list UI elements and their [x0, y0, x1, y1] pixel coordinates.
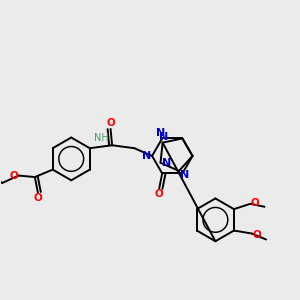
Text: NH: NH [94, 134, 108, 143]
Text: O: O [252, 230, 261, 240]
Text: N: N [156, 128, 165, 138]
Text: O: O [9, 171, 18, 181]
Text: N: N [180, 170, 189, 180]
Text: O: O [155, 189, 164, 199]
Text: N: N [160, 132, 169, 142]
Text: O: O [34, 194, 42, 203]
Text: N: N [142, 151, 151, 161]
Text: O: O [250, 198, 260, 208]
Text: N: N [162, 158, 172, 168]
Text: O: O [106, 118, 115, 128]
